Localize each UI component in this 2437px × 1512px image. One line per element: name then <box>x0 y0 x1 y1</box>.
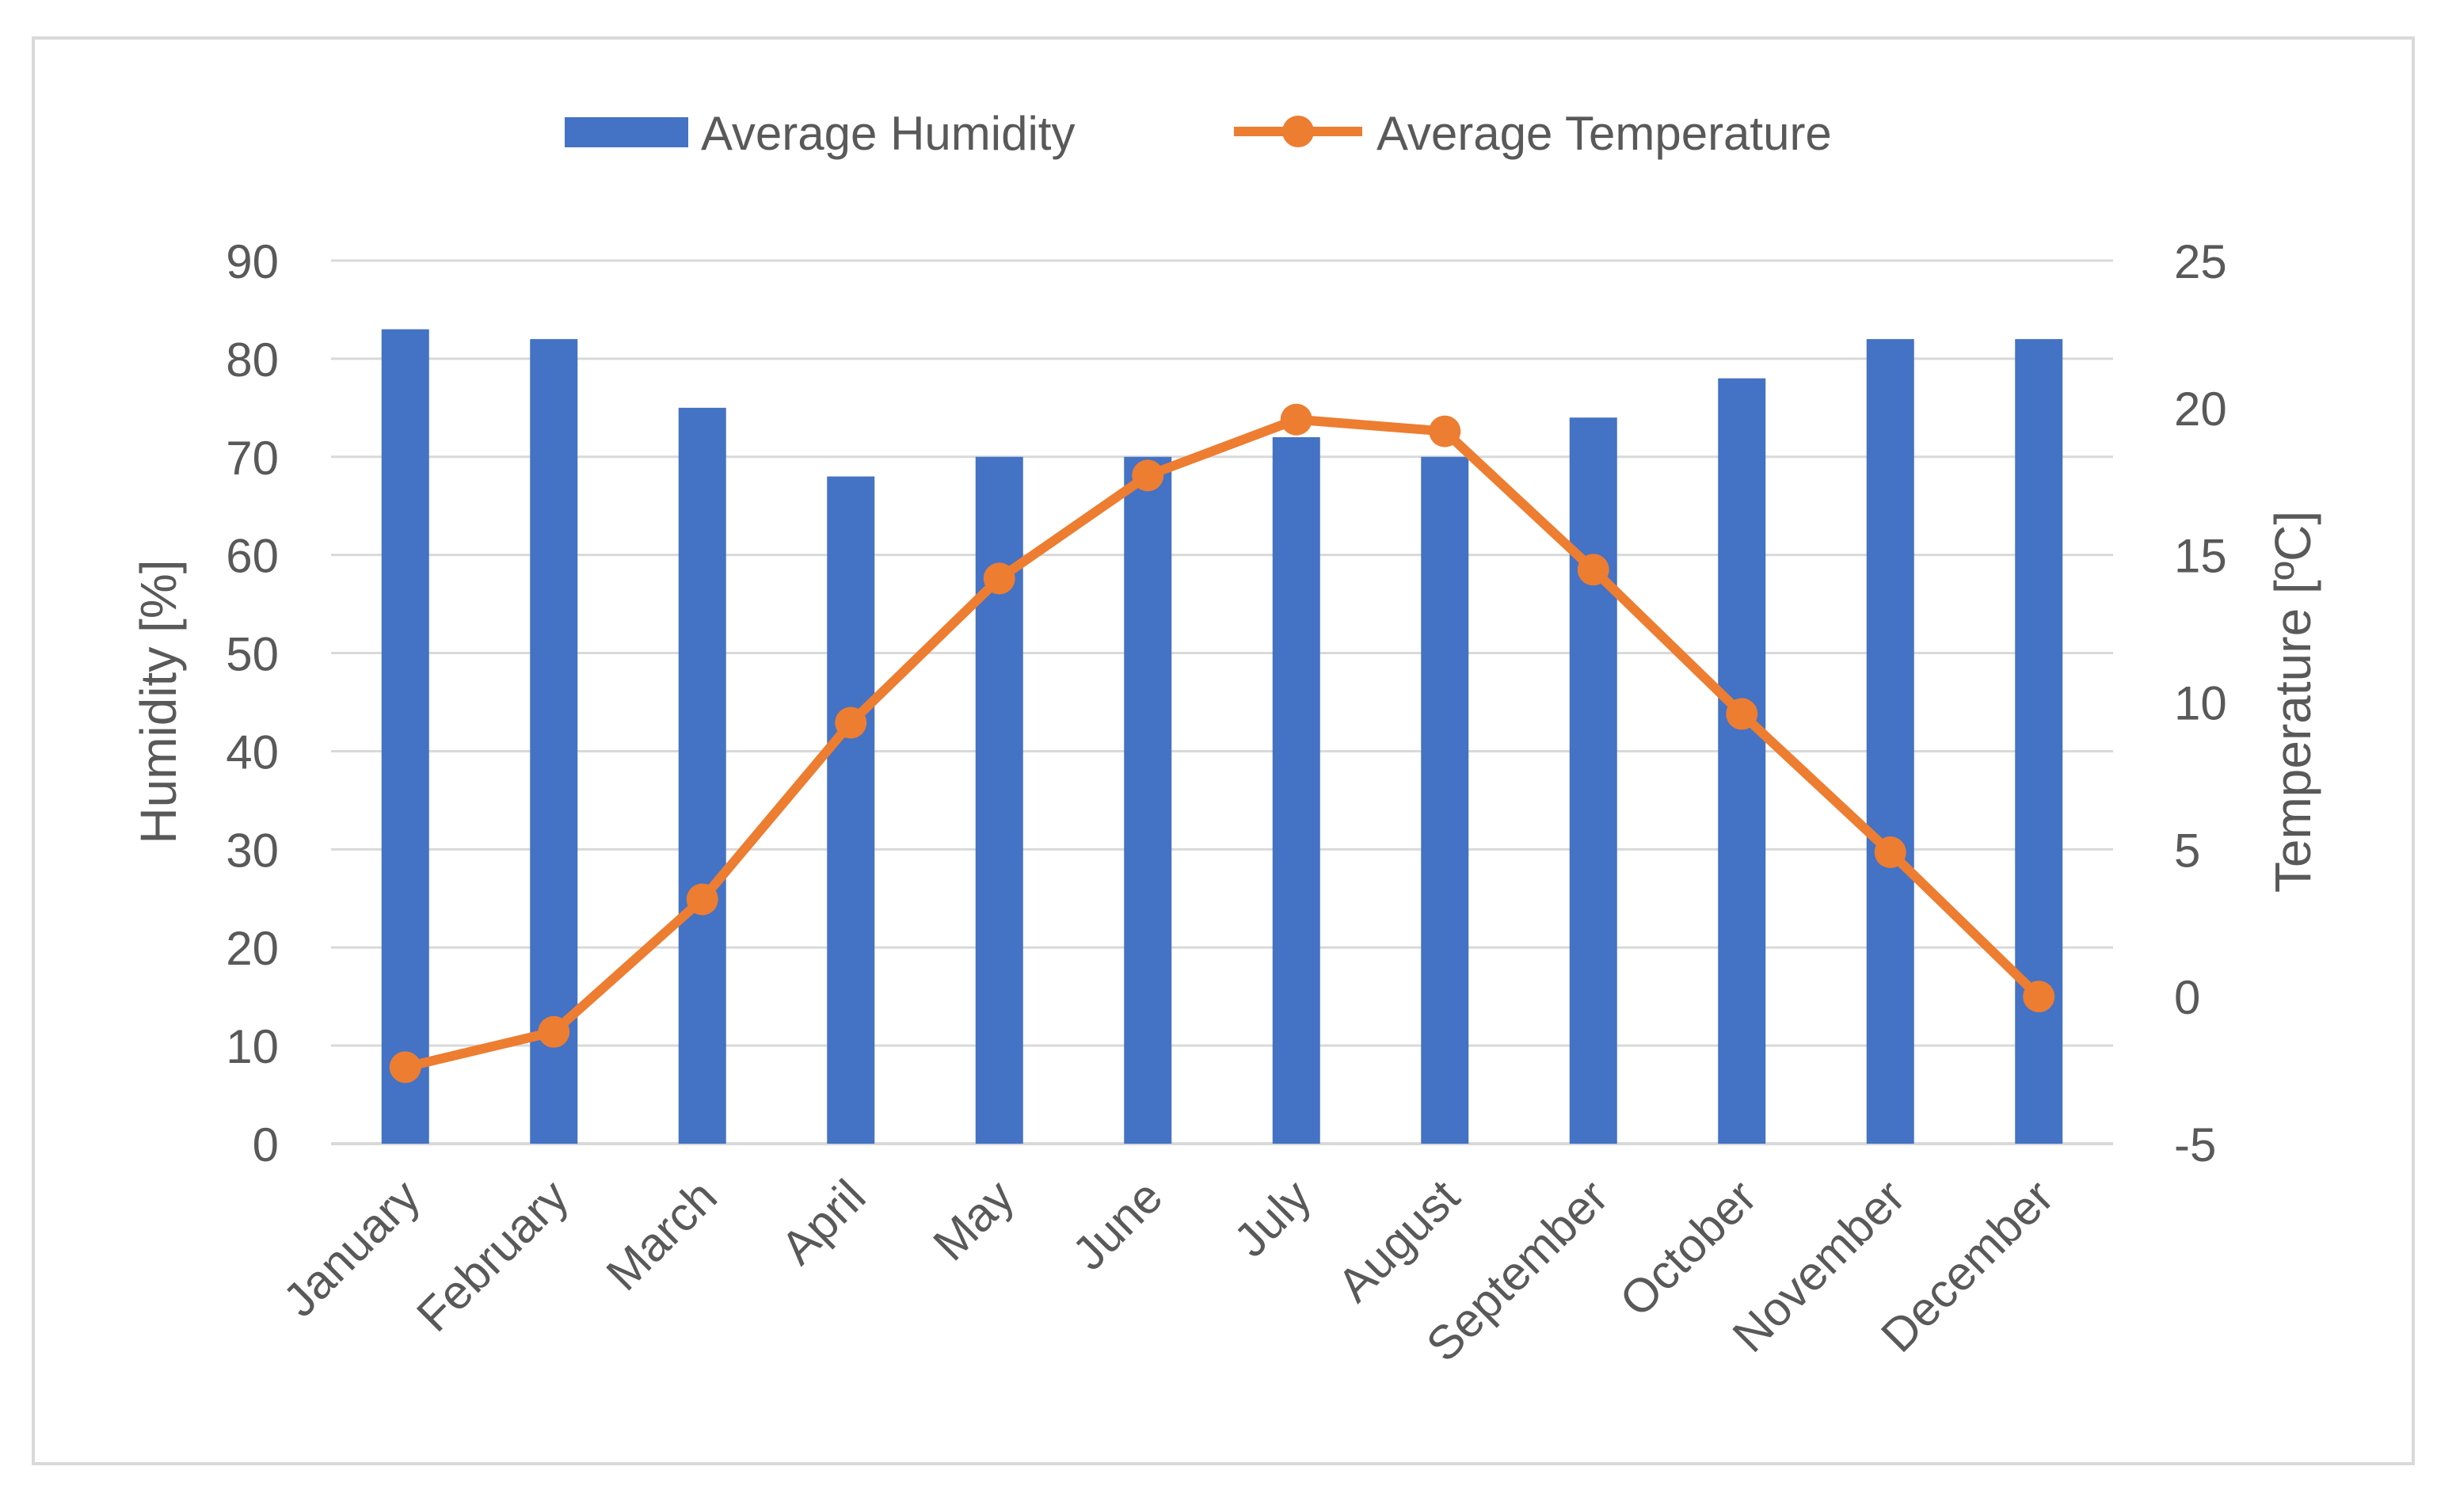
temperature-point <box>538 1015 570 1048</box>
legend-humidity-swatch <box>565 117 688 147</box>
humidity-bar <box>1569 417 1617 1144</box>
humidity-bar <box>1272 437 1320 1144</box>
temperature-point <box>983 562 1015 595</box>
humidity-bar <box>2015 339 2063 1144</box>
humidity-bar <box>1866 339 1914 1144</box>
temperature-point <box>1874 836 1906 869</box>
left-tick-label: 60 <box>226 530 279 583</box>
humidity-bar <box>827 476 875 1144</box>
left-tick-label: 70 <box>226 432 279 485</box>
left-tick-label: 80 <box>226 333 279 387</box>
humidity-bar <box>1718 378 1766 1144</box>
gridlines <box>331 259 2113 1145</box>
left-tick-label: 50 <box>226 628 279 681</box>
legend-humidity-label: Average Humidity <box>701 107 1075 160</box>
line-series <box>389 403 2055 1084</box>
humidity-bar <box>678 407 726 1144</box>
right-tick-label: 25 <box>2174 235 2227 288</box>
left-tick-label: 40 <box>226 726 279 779</box>
humidity-bar <box>381 329 429 1144</box>
right-tick-label: 10 <box>2174 677 2227 730</box>
humidity-bar <box>1421 456 1469 1144</box>
right-axis: -5 0 5 10 15 20 25 <box>2174 235 2227 1171</box>
humidity-bar <box>530 339 578 1144</box>
temperature-point <box>1429 415 1461 448</box>
left-tick-label: 30 <box>226 824 279 877</box>
right-tick-label: -5 <box>2174 1118 2216 1171</box>
humidity-bar <box>975 456 1023 1144</box>
left-tick-label: 0 <box>253 1118 279 1171</box>
temperature-point <box>1280 403 1312 436</box>
left-axis: 0 10 20 30 40 50 60 70 80 90 <box>226 235 279 1171</box>
temperature-point <box>835 706 867 739</box>
right-tick-label: 20 <box>2174 383 2227 436</box>
left-tick-label: 90 <box>226 235 279 288</box>
right-tick-label: 0 <box>2174 971 2200 1024</box>
temperature-point <box>686 883 718 916</box>
bar-series <box>381 329 2063 1144</box>
humidity-bar <box>1124 456 1172 1144</box>
y2-axis-title: Temperature [ºC] <box>2264 511 2321 893</box>
legend-temperature-marker <box>1282 116 1314 147</box>
right-tick-label: 5 <box>2174 824 2200 877</box>
legend: Average Humidity Average Temperature <box>565 107 1832 160</box>
temperature-point <box>389 1051 421 1084</box>
temperature-point <box>1726 698 1758 730</box>
temperature-point <box>1132 459 1164 492</box>
temperature-line <box>400 414 2044 1072</box>
temperature-point <box>2023 981 2055 1013</box>
left-tick-label: 20 <box>226 922 279 975</box>
right-tick-label: 15 <box>2174 530 2227 583</box>
temperature-point <box>1577 554 1609 586</box>
left-tick-label: 10 <box>226 1020 279 1073</box>
y-axis-title: Humidity [%] <box>130 559 187 844</box>
legend-temperature-label: Average Temperature <box>1377 107 1832 160</box>
